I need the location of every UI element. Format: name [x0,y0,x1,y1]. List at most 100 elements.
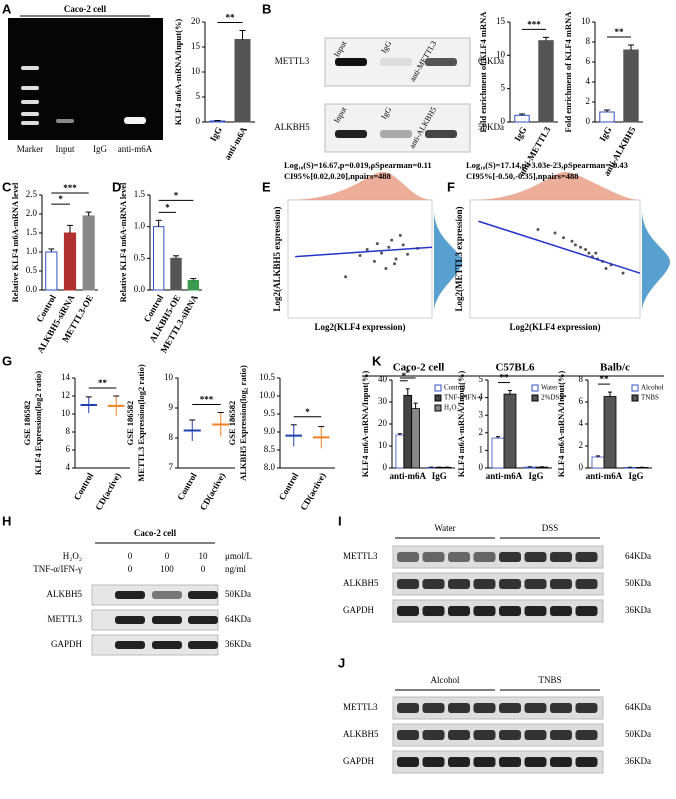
band [124,117,146,124]
point [406,252,410,256]
density [642,210,670,313]
x-axis-label: Log2(KLF4 expression) [314,322,405,332]
legend-swatch [531,384,539,392]
y-tick-label: 0 [579,462,584,472]
y-tick-label: 4 [579,418,584,428]
lane-label: IgG [93,144,107,154]
bar [538,40,554,123]
band [21,112,39,116]
dose: 0 [128,564,133,574]
panel-label: I [338,513,342,528]
band [188,616,218,624]
band [448,703,470,713]
size-label: 64KDa [625,551,651,561]
y-tick-label: 2 [586,96,591,106]
point [387,245,391,249]
gel-title: Caco-2 cell [64,4,107,14]
band [550,730,572,740]
significance: ** [500,373,510,383]
blot [392,599,604,623]
bar [82,215,95,291]
size-label: 36KDa [225,639,251,649]
unit: μmol/L [225,551,252,561]
y-tick-label: 0.5 [26,265,38,275]
y-tick-label: 7 [169,462,174,472]
treatment-label: H₂O₂ [63,551,82,561]
panel-label: H [2,513,11,528]
y-tick-label: 0 [479,462,484,472]
band [473,606,496,616]
point [344,275,348,279]
x-tick-label: CD(active) [298,471,327,512]
y-tick-label: 10 [191,66,201,76]
y-tick-label: 20 [378,418,388,428]
protein-label: METTL3 [343,551,378,561]
panel-label: K [372,353,382,368]
size-label: 36KDa [625,605,651,615]
size-label: 50KDa [625,578,651,588]
y-tick-label: 1.0 [26,246,38,256]
band [115,591,145,599]
stats: Log₁₀(S)=16.67,p=0.019,ρSpearman=0.11 [284,160,432,170]
legend-label: Alcohol [641,384,664,392]
point [562,236,565,240]
stats: Log₁₀(S)=17.14,p=3.03e-23,ρSpearman=-0.4… [466,160,628,170]
significance: *** [63,183,77,193]
band [550,757,572,767]
point [594,251,598,255]
band [21,100,39,104]
band [21,86,39,90]
legend-label: TNBS [641,394,659,402]
legend-swatch [434,404,442,412]
band [397,552,419,562]
band [499,579,521,589]
band [448,730,470,740]
blot [392,696,604,720]
legend-swatch [631,394,639,402]
y-tick-label: 4 [586,76,591,86]
band [524,730,547,740]
band [473,552,496,562]
lane-label: Marker [17,144,44,154]
y-axis-label: KLF4 m6A-mRNA/Input(%) [456,371,466,478]
bar [503,393,517,469]
x-tick-label: anti-m6A [486,471,523,481]
y-tick-label: 3 [479,409,484,419]
point [621,271,625,275]
y-axis-label: KLF4 m6A-mRNA/Input(%) [556,371,566,478]
band [473,579,496,589]
protein-label: GAPDH [343,756,375,766]
y-tick-label: 0.0 [134,284,146,294]
band [550,606,572,616]
bar [187,280,200,291]
band [524,552,547,562]
density [470,172,640,200]
y-tick-label: 10 [378,440,388,450]
bar [234,39,251,123]
y-tick-label: 8 [66,426,71,436]
blot [324,103,471,153]
x-tick-label: IgG [597,125,613,143]
dataset-label: GSE 186582 [22,401,32,446]
dose: 0 [165,551,170,561]
panel-label: G [2,353,12,368]
bar [599,111,615,123]
y-tick-label: 2.5 [26,189,38,199]
y-tick-label: 10.0 [259,390,275,400]
y-tick-label: 10 [581,16,591,26]
panel-label: D [112,179,121,194]
blot [392,723,604,747]
y-tick-label: 6 [66,444,71,454]
dose: 0 [128,551,133,561]
x-tick-label: IgG [628,471,643,481]
band [550,579,572,589]
legend-label: Water [541,384,558,392]
band [188,641,218,649]
x-tick-label: Control [277,471,301,502]
fit-line [478,220,641,274]
x-tick-label: CD(active) [93,471,122,512]
x-tick-label: CD(active) [198,471,227,512]
band [473,703,496,713]
bar [45,251,58,291]
lane-label: anti-m6A [118,144,153,154]
